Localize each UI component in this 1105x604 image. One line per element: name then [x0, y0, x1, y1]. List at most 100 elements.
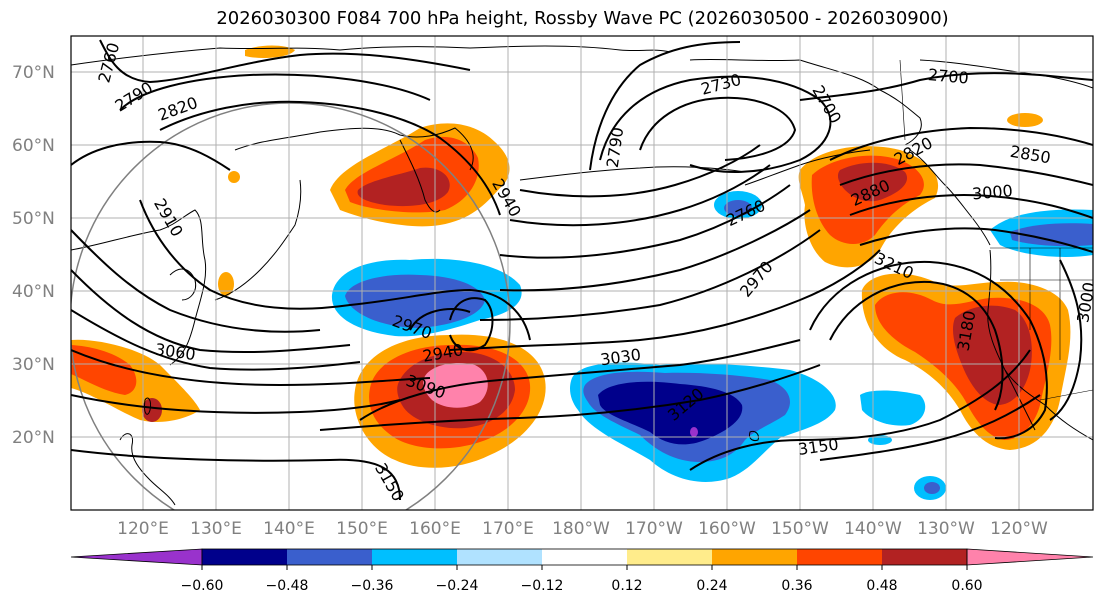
contour-line	[519, 144, 761, 198]
anomaly-blob-northpac-negative-core	[345, 274, 485, 328]
height-contours	[71, 39, 1093, 501]
colorbar-tick-label: −0.60	[181, 578, 224, 594]
colorbar-extend-high	[966, 548, 1094, 566]
contour-line	[689, 349, 1031, 471]
lat-label-50n: 50°N	[12, 209, 55, 229]
colorbar-swatch	[627, 549, 712, 565]
coastline-okhotsk	[234, 127, 474, 171]
contour-label: 3000	[971, 181, 1013, 203]
contour-line	[71, 349, 431, 387]
lat-label-20n: 20°N	[12, 428, 55, 448]
lon-label-170w: 170°W	[625, 519, 683, 539]
lon-label-150w: 150°W	[771, 519, 829, 539]
coastline-alaska	[689, 58, 922, 146]
coastline-china	[71, 209, 207, 366]
lon-label-130e: 130°E	[190, 519, 242, 539]
anomaly-blob-hawaii-peak	[690, 427, 698, 437]
contour-line	[71, 309, 361, 371]
anomaly-blob-honshu	[228, 171, 240, 183]
lon-label-120w: 120°W	[990, 519, 1048, 539]
contour-line	[499, 209, 811, 292]
anomaly-blob-japan	[218, 272, 234, 296]
colorbar-tick-label: −0.24	[436, 578, 479, 594]
anomaly-blob-luzon	[142, 398, 162, 422]
lat-label-30n: 30°N	[12, 355, 55, 375]
anomaly-shading	[71, 45, 1093, 500]
colorbar-swatch	[202, 549, 287, 565]
contour-line	[849, 193, 1093, 219]
contour-line	[139, 199, 531, 341]
contour-line	[859, 227, 1093, 253]
anomaly-blob-gulf-alaska-small-core	[724, 200, 752, 216]
anomaly-blob-subtropical-negative	[860, 390, 926, 426]
colorbar-tick-label: 0.60	[951, 578, 982, 594]
lon-label-170e: 170°E	[482, 519, 534, 539]
colorbar-tick-label: 0.48	[866, 578, 897, 594]
lat-label-40n: 40°N	[12, 282, 55, 302]
lon-label-150e: 150°E	[336, 519, 388, 539]
colorbar-swatch	[457, 549, 542, 565]
contour-line	[71, 269, 351, 354]
lon-label-160e: 160°E	[409, 519, 461, 539]
contour-line	[809, 260, 1048, 440]
colorbar-frame	[201, 548, 968, 566]
colorbar-swatch	[542, 549, 627, 565]
colorbar-tick-label: 0.12	[611, 578, 642, 594]
lon-label-140w: 140°W	[844, 519, 902, 539]
contour-line	[509, 164, 771, 227]
contour-line	[409, 308, 471, 331]
contour-line	[589, 41, 741, 171]
contour-label: 3000	[1073, 281, 1099, 324]
map-frame	[70, 35, 1094, 511]
colorbar-swatch	[287, 549, 372, 565]
colorbar: −0.60 −0.48 −0.36 −0.24 −0.12 0.12 0.24 …	[70, 548, 1094, 594]
contour-line	[71, 229, 321, 333]
lat-label-70n: 70°N	[12, 63, 55, 83]
contour-line	[839, 163, 1093, 186]
coastline-japan	[214, 179, 302, 301]
anomaly-blob-bc-negative-core	[1010, 223, 1093, 247]
lat-label-60n: 60°N	[12, 136, 55, 156]
contour-line	[159, 100, 501, 216]
contour-line	[359, 339, 801, 421]
colorbar-tick-label: −0.48	[266, 578, 309, 594]
colorbar-swatch	[797, 549, 882, 565]
contour-line	[499, 184, 791, 259]
coastline-siberia	[71, 45, 671, 66]
colorbar-extend-low	[70, 548, 203, 566]
contour-line	[449, 249, 881, 351]
longitude-labels: 120°E 130°E 140°E 150°E 160°E 170°E 180°…	[117, 519, 1048, 539]
contour-line	[639, 96, 797, 161]
contour-line	[119, 73, 431, 111]
region-circle	[71, 102, 511, 510]
lon-label-140e: 140°E	[263, 519, 315, 539]
colorbar-swatch	[712, 549, 797, 565]
colorbar-tick-label: 0.24	[696, 578, 727, 594]
colorbar-tick-label: −0.12	[521, 578, 564, 594]
coastline-philippines	[119, 433, 176, 506]
colorbar-swatch	[882, 549, 967, 565]
map-background	[71, 36, 1093, 510]
anomaly-blob-southern-negative-core	[924, 482, 940, 494]
anomaly-blob-california-positive-3	[952, 305, 1032, 405]
anomaly-blob-okhotsk-peak	[357, 167, 450, 207]
contour-line	[799, 72, 1093, 101]
contour-line	[319, 364, 821, 431]
political-boundaries	[899, 59, 1093, 401]
lon-label-130w: 130°W	[917, 519, 975, 539]
contour-line	[829, 280, 1004, 411]
anomaly-blob-alaska-coast	[1007, 113, 1043, 127]
colorbar-tick-label: −0.36	[351, 578, 394, 594]
lon-label-180: 180°W	[552, 519, 610, 539]
contour-line	[71, 394, 401, 414]
map-title: 2026030300 F084 700 hPa height, Rossby W…	[216, 8, 949, 29]
lon-label-160w: 160°W	[698, 519, 756, 539]
lon-label-120e: 120°E	[117, 519, 169, 539]
contour-label: 2700	[927, 65, 969, 87]
border-us-mexico	[1039, 389, 1093, 401]
colorbar-swatch	[372, 549, 457, 565]
gridlines	[71, 36, 1093, 510]
coastline-taiwan	[144, 397, 151, 415]
border-us-states	[1000, 248, 1093, 360]
